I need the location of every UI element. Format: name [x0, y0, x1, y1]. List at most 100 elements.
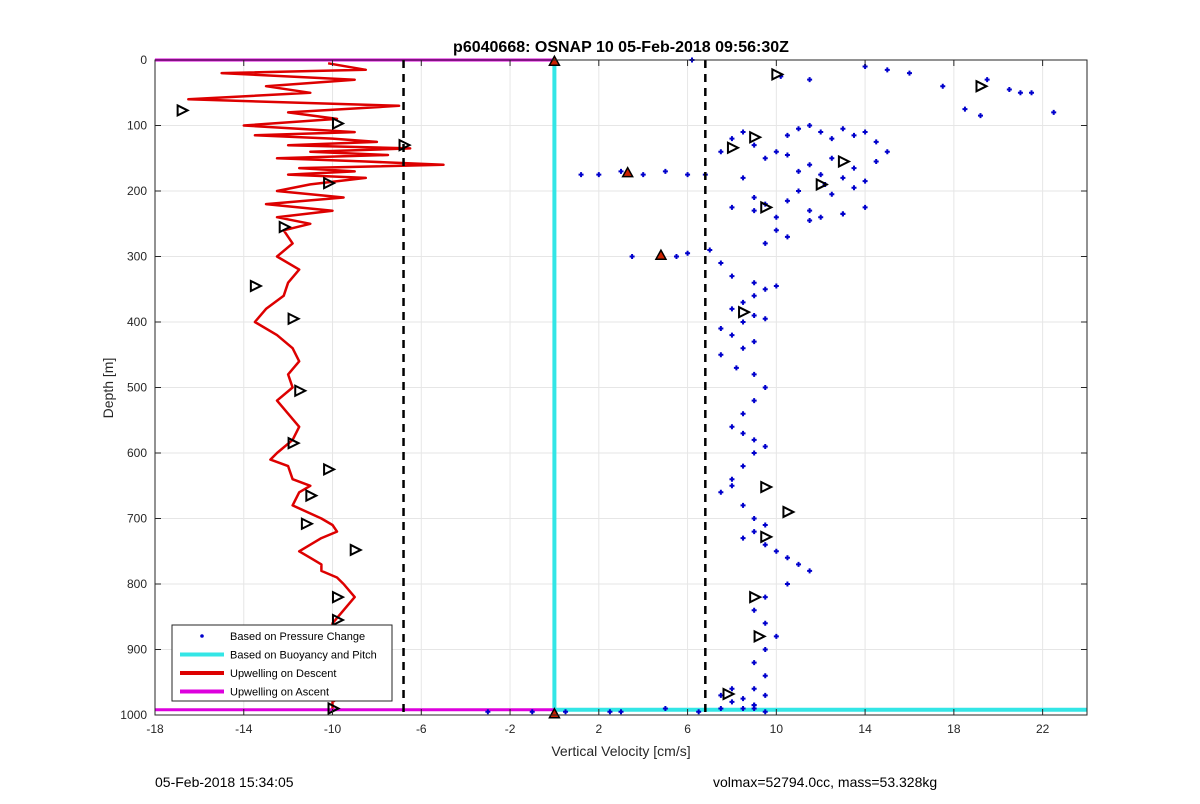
- y-tick-label: 900: [127, 643, 147, 657]
- series-based-on-pressure-change-point: [629, 254, 635, 259]
- series-based-on-pressure-change-point: [751, 607, 757, 613]
- y-tick-label: 0: [140, 53, 147, 67]
- triangle-marker: [287, 436, 301, 450]
- y-tick-label: 500: [127, 381, 147, 395]
- series-based-on-pressure-change-point: [773, 227, 779, 233]
- triangle-marker: [760, 200, 774, 214]
- series-based-on-pressure-change-point: [862, 204, 868, 210]
- triangle-marker: [331, 116, 346, 131]
- series-based-on-pressure-change-point: [485, 709, 491, 715]
- series-based-on-pressure-change-point: [851, 132, 857, 138]
- legend-box: [171, 624, 393, 702]
- series-based-on-pressure-change-point: [984, 77, 990, 83]
- series-based-on-pressure-change-point: [718, 705, 724, 711]
- filled-marker: [621, 166, 634, 178]
- series-based-on-pressure-change-point: [740, 502, 746, 508]
- x-tick-label: -10: [324, 722, 342, 736]
- x-axis-label: Vertical Velocity [cm/s]: [551, 743, 690, 759]
- series-based-on-pressure-change-point: [718, 260, 724, 266]
- triangle-marker: [815, 177, 829, 192]
- series-based-on-pressure-change-point: [784, 555, 790, 561]
- series-based-on-pressure-change-point: [751, 450, 757, 456]
- filled-marker: [654, 248, 668, 260]
- series-based-on-pressure-change-point: [729, 332, 735, 338]
- series-based-on-pressure-change-point: [840, 211, 846, 217]
- series-based-on-pressure-change-point: [762, 155, 768, 161]
- series-based-on-pressure-change-point: [807, 568, 813, 574]
- series-based-on-pressure-change-point: [762, 286, 768, 292]
- series-based-on-pressure-change-point: [673, 254, 679, 259]
- y-tick-label: 800: [127, 577, 147, 591]
- series-based-on-pressure-change-point: [751, 195, 757, 201]
- series-based-on-pressure-change-point: [751, 208, 757, 214]
- series-based-on-pressure-change-point: [906, 70, 912, 76]
- series-based-on-pressure-change-point: [762, 594, 768, 600]
- series-based-on-pressure-change-point: [796, 126, 802, 132]
- series-based-on-pressure-change-point: [807, 162, 813, 168]
- triangle-marker: [327, 701, 341, 716]
- series-based-on-pressure-change-point: [962, 106, 968, 112]
- axis-ticks: -18 -14 -10 -6 -2 2 6 10 14 18 22 0 100 200 300 400 500 6…: [120, 53, 1087, 736]
- series-based-on-pressure-change-point: [729, 136, 735, 142]
- series-based-on-pressure-change-point: [751, 660, 757, 666]
- triangle-marker: [760, 530, 774, 544]
- series-based-on-pressure-change-point: [773, 214, 779, 220]
- series-based-on-pressure-change-point: [762, 709, 768, 715]
- series-based-on-pressure-change-point: [784, 581, 790, 587]
- series-based-on-pressure-change-point: [1017, 90, 1023, 96]
- series-upwelling-on-descent-line: [187, 62, 445, 709]
- series-based-on-pressure-change-point: [873, 159, 879, 165]
- series-based-on-pressure-change-point: [729, 483, 735, 489]
- series-based-on-pressure-change-point: [729, 686, 735, 692]
- series-based-on-pressure-change-point: [829, 155, 835, 161]
- series-based-on-pressure-change-point: [762, 522, 768, 528]
- series-based-on-pressure-change-point: [807, 217, 813, 223]
- series-based-on-pressure-change-point: [818, 129, 824, 135]
- y-tick-label: 400: [127, 315, 147, 329]
- series-based-on-pressure-change-point: [807, 77, 813, 83]
- series-based-on-pressure-change-point: [940, 83, 946, 89]
- series-based-on-pressure-change-point: [840, 175, 846, 181]
- legend: Based on Pressure Change Based on Buoyanc…: [171, 624, 393, 702]
- triangle-marker: [738, 305, 752, 319]
- series-based-on-pressure-change-point: [596, 172, 602, 178]
- triangle-marker: [300, 517, 315, 531]
- triangle-marker: [760, 480, 774, 494]
- legend-label-upwelling-on-ascent: Upwelling on Ascent: [230, 687, 329, 699]
- series-based-on-pressure-change-point: [873, 139, 879, 145]
- series-based-on-pressure-change-point: [818, 214, 824, 220]
- series-based-on-pressure-change-point: [796, 188, 802, 194]
- triangle-marker: [749, 590, 763, 604]
- y-tick-label: 700: [127, 512, 147, 526]
- series-based-on-pressure-change-point: [784, 152, 790, 158]
- series-based-on-pressure-change-point: [696, 709, 702, 715]
- series-based-on-pressure-change-point: [751, 280, 757, 286]
- series-based-on-pressure-change-point: [718, 352, 724, 358]
- series-based-on-pressure-change-point: [740, 129, 746, 135]
- x-tick-label: -6: [416, 722, 427, 736]
- series-based-on-pressure-change-point: [640, 172, 646, 178]
- triangle-marker: [294, 384, 308, 398]
- triangle-marker: [726, 141, 741, 155]
- series-based-on-pressure-change-point: [751, 702, 757, 708]
- triangle-marker: [398, 138, 412, 152]
- series-based-on-pressure-change-point: [751, 516, 757, 521]
- triangle-marker: [323, 176, 337, 190]
- series-based-on-pressure-change-point: [740, 705, 746, 711]
- y-tick-label: 200: [127, 184, 147, 198]
- series-based-on-pressure-change-point: [529, 709, 535, 715]
- series-based-on-pressure-change-point: [784, 234, 790, 240]
- series-based-on-pressure-change-point: [784, 132, 790, 138]
- x-tick-label: 22: [1036, 722, 1050, 736]
- series-based-on-pressure-change-point: [740, 175, 746, 181]
- series-based-on-pressure-change-point: [862, 129, 868, 135]
- series-based-on-pressure-change-point: [751, 293, 757, 299]
- series-based-on-pressure-change-point: [751, 371, 757, 377]
- series-based-on-pressure-change-point: [751, 437, 757, 443]
- y-tick-label: 1000: [120, 708, 147, 722]
- series-based-on-pressure-change-point: [773, 149, 779, 155]
- triangle-marker: [349, 543, 363, 557]
- triangle-marker: [837, 154, 852, 169]
- triangle-marker: [176, 103, 190, 118]
- series-based-on-pressure-change-point: [740, 299, 746, 305]
